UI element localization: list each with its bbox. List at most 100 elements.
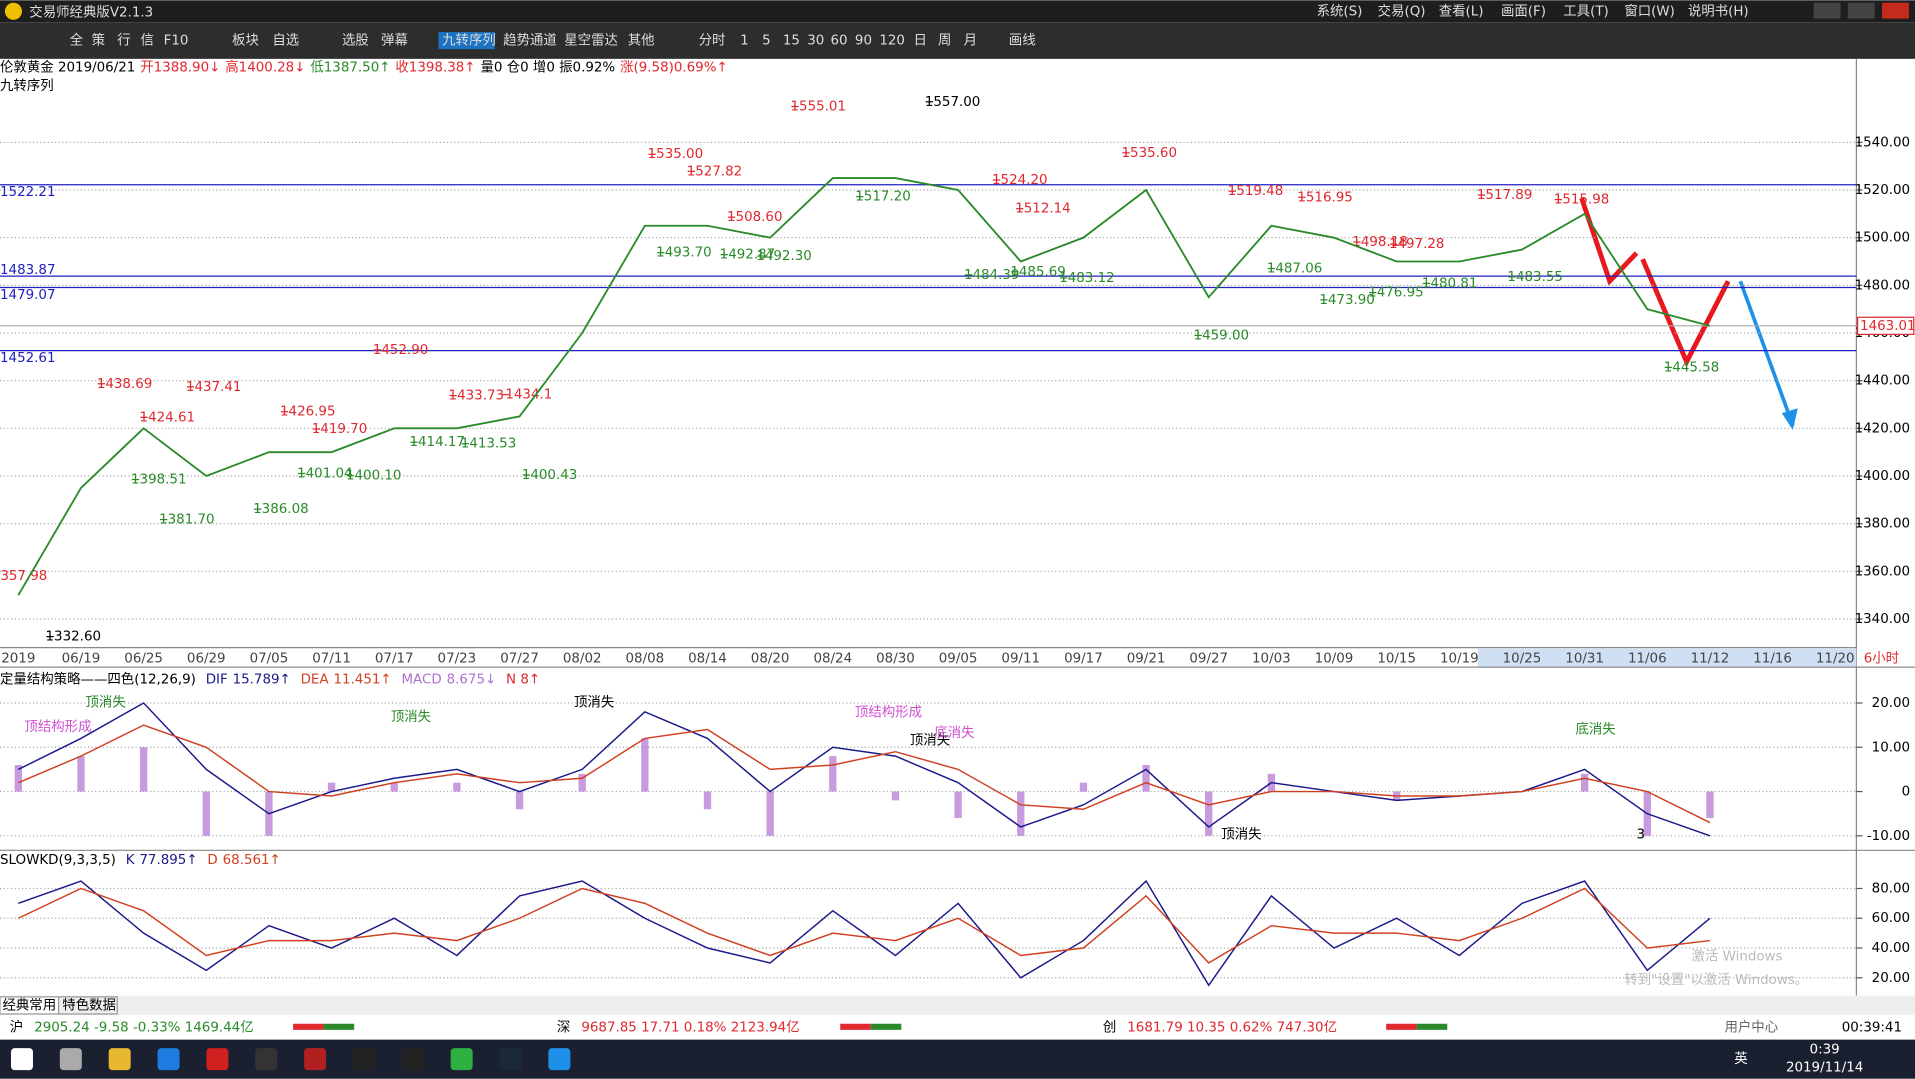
price-annotation: 1498.18 — [1352, 235, 1408, 250]
toolbar-item[interactable]: 策 — [92, 32, 105, 49]
y-tick-label: 60.00 — [1872, 911, 1910, 926]
tab[interactable] — [58, 996, 118, 1015]
toolbar-item[interactable]: 弹幕 — [381, 33, 408, 49]
menu-item[interactable]: 说明书(H) — [1688, 3, 1749, 19]
price-annotation: 1401.04 — [297, 467, 353, 482]
taskbar-icon[interactable] — [401, 1048, 424, 1071]
taskbar-icon[interactable] — [108, 1048, 131, 1071]
toolbar-item[interactable]: 星空雷达 — [564, 33, 618, 49]
toolbar-item[interactable]: 90 — [855, 34, 872, 49]
drawn-arrow — [1738, 280, 1795, 426]
macd-bar — [1580, 773, 1589, 792]
toolbar-item[interactable]: 日 — [914, 34, 927, 49]
macd-note: 底消失 — [934, 725, 975, 741]
macd-bar — [1205, 791, 1213, 836]
y-tick-label: 1520.00 — [1855, 183, 1911, 198]
menu-item[interactable]: 画面(F) — [1501, 4, 1546, 19]
y-tick-label: 1400.00 — [1855, 469, 1911, 484]
macd-bar — [77, 756, 85, 792]
toolbar-item[interactable]: 行 — [117, 33, 130, 49]
price-annotation: 1437.41 — [186, 380, 242, 395]
price-annotation: 1480.81 — [1422, 276, 1478, 291]
menu-item[interactable]: 窗口(W) — [1624, 2, 1675, 19]
menu-item[interactable]: 查看(L) — [1439, 3, 1484, 19]
window-button[interactable] — [1813, 2, 1841, 19]
taskbar-icon[interactable] — [157, 1048, 180, 1071]
tab-label[interactable]: 特色数据 — [62, 996, 116, 1013]
menu-item[interactable]: 系统(S) — [1317, 3, 1363, 19]
app-icon — [4, 2, 22, 20]
info-text: 高1400.28↓ — [225, 58, 305, 75]
macd-bar — [1706, 791, 1714, 819]
user-center[interactable]: 用户中心 — [1724, 1018, 1778, 1035]
taskbar-icon[interactable] — [206, 1048, 229, 1071]
toolbar-item[interactable]: 1 — [740, 34, 749, 49]
toolbar-item[interactable]: 板块 — [232, 33, 259, 49]
price-annotation: 1398.51 — [131, 473, 187, 488]
x-tick-label: 09/17 — [1064, 652, 1103, 667]
taskbar-icon[interactable] — [450, 1048, 473, 1071]
toolbar — [0, 22, 1915, 59]
toolbar-item[interactable]: 信 — [140, 33, 153, 49]
task-date: 2019/11/14 — [1786, 1061, 1863, 1076]
toolbar-item[interactable]: 月 — [964, 34, 977, 49]
taskbar-icon[interactable] — [304, 1048, 327, 1071]
menu-item[interactable]: 工具(T) — [1563, 4, 1609, 19]
x-tick-label: 10/09 — [1315, 652, 1354, 667]
price-annotation: 1459.00 — [1194, 328, 1250, 343]
series-line — [18, 724, 1711, 824]
price-annotation: 1517.89 — [1477, 188, 1533, 203]
toolbar-item[interactable]: 其他 — [628, 33, 655, 49]
toolbar-item[interactable]: 自选 — [272, 33, 299, 49]
toolbar-item[interactable]: 15 — [783, 34, 800, 49]
taskbar-icon[interactable] — [255, 1048, 278, 1071]
toolbar-item[interactable]: 全 — [70, 32, 84, 49]
taskbar-icon[interactable] — [10, 1048, 33, 1071]
y-tick-label: 1420.00 — [1855, 421, 1911, 436]
price-annotation: 1386.08 — [253, 502, 309, 517]
series-line — [17, 702, 1711, 837]
x-tick-label: 07/11 — [312, 652, 351, 667]
readout-value: 11.451↑ — [333, 672, 391, 687]
readout-name: K — [126, 853, 136, 868]
menu-item[interactable]: 交易(Q) — [1378, 2, 1426, 19]
toolbar-item[interactable]: 60 — [830, 34, 847, 49]
taskbar-icon[interactable] — [499, 1048, 522, 1071]
readout-name: D — [207, 853, 217, 868]
window-button[interactable] — [1882, 2, 1909, 19]
taskbar-icon[interactable] — [352, 1048, 375, 1071]
mini-bar — [840, 1023, 871, 1030]
price-annotation: 1524.20 — [992, 173, 1048, 188]
price-annotation: 1332.60 — [46, 630, 102, 645]
period-label: 6小时 — [1864, 651, 1899, 667]
window-button[interactable] — [1847, 2, 1875, 19]
macd-bar — [1079, 782, 1088, 792]
price-annotation: 1519.48 — [1228, 184, 1284, 199]
mini-bar — [1386, 1023, 1417, 1030]
toolbar-item[interactable]: 120 — [879, 34, 905, 49]
taskbar — [0, 1039, 1915, 1079]
macd-note: 顶消失 — [910, 732, 951, 748]
toolbar-item[interactable]: 5 — [762, 34, 771, 49]
toolbar-item[interactable]: 九转序列 — [442, 33, 496, 49]
toolbar-item[interactable]: F10 — [164, 34, 189, 49]
taskbar-icon[interactable] — [548, 1048, 571, 1071]
info-text: 伦敦黄金 2019/06/21 — [0, 59, 135, 75]
taskbar-icon[interactable] — [59, 1048, 82, 1071]
y-tick-label: 1340.00 — [1855, 612, 1911, 627]
price-annotation: 1535.00 — [648, 147, 704, 162]
toolbar-item[interactable]: 选股 — [342, 33, 369, 49]
macd-note: 3 — [1637, 827, 1646, 842]
toolbar-item[interactable]: 画线 — [1009, 33, 1036, 49]
x-tick-label: 08/24 — [813, 652, 852, 667]
macd-bar — [954, 791, 962, 819]
toolbar-item[interactable]: 周 — [938, 34, 951, 49]
toolbar-item[interactable]: 30 — [807, 34, 824, 49]
x-tick-label: 11/16 — [1753, 652, 1792, 667]
toolbar-item[interactable]: 趋势通道 — [503, 33, 557, 49]
tab-label[interactable]: 经典常用 — [2, 997, 56, 1013]
toolbar-item[interactable]: 分时 — [699, 33, 726, 49]
clock: 00:39:41 — [1842, 1020, 1902, 1035]
x-tick-label: 09/21 — [1127, 652, 1166, 667]
